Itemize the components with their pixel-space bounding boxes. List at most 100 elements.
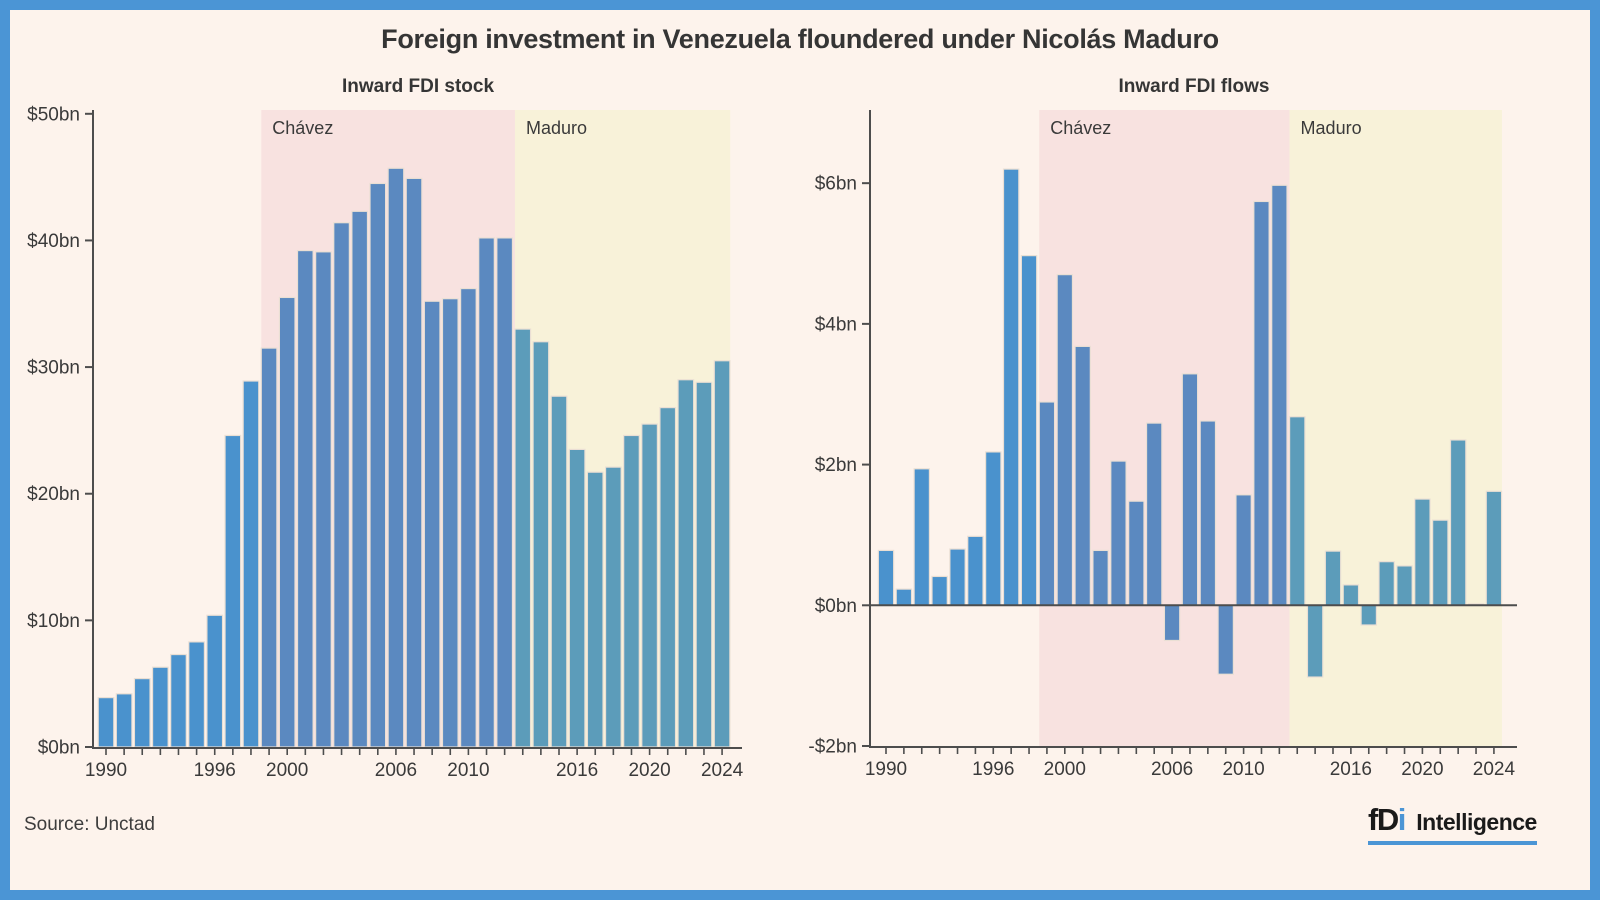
stock-bar-1995 [188, 641, 206, 748]
stock-x-tick-label: 2000 [266, 760, 308, 781]
flows-x-tick-label: 2000 [1044, 759, 1086, 780]
stock-bar-2018 [604, 466, 622, 748]
flows-bar-2003 [1110, 460, 1127, 606]
flows-x-tick-label: 1990 [865, 759, 907, 780]
stock-x-tick-label: 1990 [85, 760, 127, 781]
flows-bar-2010 [1235, 494, 1252, 606]
stock-era-label-maduro: Maduro [526, 118, 587, 138]
flows-x-tick-label: 2024 [1473, 759, 1516, 780]
stock-x-tick-label: 2020 [628, 760, 670, 781]
flows-bar-2005 [1145, 422, 1163, 606]
flows-y-tick-label: -$2bn [808, 737, 857, 758]
flows-bar-2001 [1074, 345, 1091, 606]
logo-name: Intelligence [1416, 809, 1537, 835]
stock-bar-2011 [478, 237, 495, 748]
flows-bar-2018 [1378, 561, 1395, 606]
flows-bar-2020 [1414, 498, 1431, 606]
flows-bar-2009 [1217, 604, 1234, 675]
logo-letter-f: f [1368, 802, 1378, 837]
flows-bar-2021 [1432, 519, 1449, 606]
stock-bar-1990 [97, 697, 115, 748]
stock-bar-2022 [677, 379, 695, 748]
flows-bar-1996 [985, 451, 1002, 606]
stock-bar-2020 [641, 423, 658, 748]
stock-y-tick-label: $30bn [27, 358, 80, 379]
stock-bar-2023 [695, 381, 713, 748]
flows-x-tick-label: 2016 [1330, 759, 1372, 780]
stock-bar-2002 [315, 251, 332, 748]
stock-bar-1998 [242, 380, 260, 748]
flows-bar-2015 [1324, 550, 1342, 606]
flows-x-tick-label: 2006 [1151, 759, 1193, 780]
stock-bar-2006 [387, 167, 405, 748]
stock-x-tick-label: 2010 [447, 760, 489, 781]
logo-letter-d: D [1376, 802, 1399, 837]
stock-x-tick-label: 1996 [194, 760, 236, 781]
stock-x-tick-label: 2016 [556, 760, 598, 781]
logo-mark: fDi [1368, 802, 1407, 837]
stock-bar-2024 [713, 360, 731, 748]
stock-bar-1996 [206, 614, 224, 748]
stock-bar-2012 [496, 237, 514, 748]
stock-bar-2017 [586, 471, 604, 748]
flows-y-tick-label: $6bn [815, 174, 857, 195]
stock-y-tick-label: $40bn [27, 231, 80, 252]
stock-era-label-chávez: Chávez [272, 118, 333, 138]
stock-bar-2003 [333, 222, 350, 748]
stock-bar-2010 [460, 287, 477, 748]
stock-bar-2013 [514, 328, 532, 748]
stock-bar-1991 [115, 693, 133, 748]
flows-bar-2008 [1199, 420, 1217, 606]
flows-bar-2012 [1271, 184, 1288, 606]
stock-bar-1993 [151, 666, 169, 748]
flows-bar-1993 [931, 575, 948, 606]
flows-bar-2017 [1360, 604, 1378, 626]
flows-bar-2006 [1163, 604, 1181, 642]
flows-era-label-chávez: Chávez [1050, 118, 1111, 138]
stock-bar-2001 [296, 249, 314, 748]
stock-x-tick-label: 2024 [701, 760, 744, 781]
flows-bar-1997 [1002, 168, 1020, 606]
stock-bar-2019 [623, 434, 640, 748]
fdi-intelligence-logo: fDi Intelligence [1368, 802, 1537, 845]
source-note: Source: Unctad [24, 814, 155, 835]
stock-bar-2016 [568, 448, 586, 748]
flows-bar-1994 [949, 548, 966, 606]
chart-title-stock: Inward FDI stock [341, 76, 495, 97]
flows-y-tick-label: $4bn [815, 314, 857, 335]
stock-bar-2014 [532, 341, 550, 748]
flows-bar-2007 [1181, 373, 1199, 606]
flows-bar-2013 [1288, 416, 1306, 606]
stock-y-tick-label: $0bn [38, 738, 80, 759]
stock-y-tick-label: $20bn [27, 484, 80, 505]
flows-bar-2024 [1485, 490, 1503, 606]
flows-bar-2004 [1128, 500, 1145, 606]
flows-era-label-maduro: Maduro [1301, 118, 1362, 138]
flows-bar-2016 [1342, 584, 1360, 606]
flows-bar-1995 [967, 535, 984, 606]
stock-y-tick-label: $10bn [27, 611, 80, 632]
stock-bar-2005 [369, 182, 387, 748]
stock-x-tick-label: 2006 [375, 760, 417, 781]
stock-bar-1992 [133, 678, 151, 748]
flows-bar-1998 [1020, 255, 1038, 606]
stock-bar-2004 [351, 210, 369, 748]
flows-bar-2014 [1306, 604, 1324, 678]
flows-y-tick-label: $2bn [815, 455, 857, 476]
logo-letter-i: i [1397, 802, 1407, 837]
flows-y-tick-label: $0bn [815, 596, 857, 617]
flows-bar-2011 [1253, 200, 1270, 606]
flows-x-tick-label: 2010 [1222, 759, 1264, 780]
flows-x-tick-label: 2020 [1401, 759, 1443, 780]
flows-bar-2022 [1449, 439, 1467, 606]
flows-bar-2002 [1092, 549, 1109, 606]
stock-y-tick-label: $50bn [27, 104, 80, 125]
flows-bar-1990 [877, 549, 895, 606]
stock-bar-1997 [224, 434, 242, 748]
stock-bar-1999 [260, 347, 278, 748]
stock-bar-2021 [659, 407, 677, 748]
stock-bar-2015 [550, 395, 568, 748]
flows-era-band-maduro [1289, 110, 1502, 746]
stock-bar-2000 [278, 296, 296, 748]
